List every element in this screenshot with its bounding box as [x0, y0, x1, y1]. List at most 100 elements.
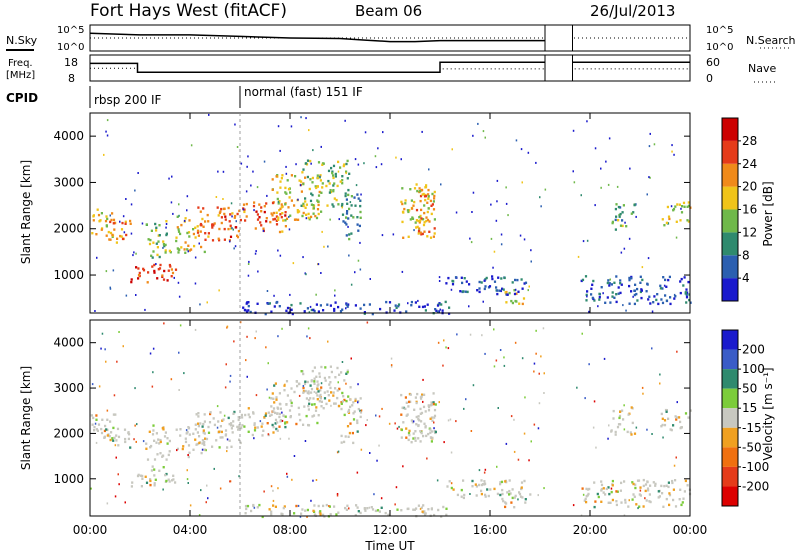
velocity-echo-cell — [270, 397, 273, 400]
power-echo-cell — [207, 232, 210, 235]
power-echo-cell — [218, 227, 221, 231]
power-noise-cell — [321, 230, 323, 233]
power-noise-cell — [519, 234, 522, 237]
power-noise-cell — [629, 167, 631, 170]
velocity-echo-cell — [334, 402, 337, 405]
power-echo-cell — [426, 218, 430, 222]
power-echo-cell — [238, 209, 241, 213]
power-noise-cell — [125, 294, 128, 297]
power-echo-cell — [347, 193, 350, 197]
power-echo-cell — [669, 302, 672, 306]
power-echo-cell — [421, 188, 424, 192]
velocity-echo-cell — [661, 492, 664, 495]
velocity-echo-cell — [219, 436, 222, 439]
power-echo-cell — [109, 238, 112, 241]
power-echo-cell — [337, 160, 340, 164]
velocity-echo-cell — [684, 412, 688, 415]
velocity-echo-cell — [445, 507, 448, 510]
velocity-echo-cell — [660, 425, 663, 428]
power-echo-cell — [149, 238, 152, 242]
power-echo-cell — [152, 250, 155, 253]
velocity-echo-cell — [323, 376, 326, 380]
power-echo-cell — [667, 278, 670, 282]
velocity-ytick-label-0: 1000 — [53, 472, 84, 486]
velocity-echo-cell — [270, 413, 273, 416]
power-echo-cell — [112, 218, 116, 222]
velocity-echo-cell — [679, 488, 682, 491]
power-echo-cell — [371, 312, 374, 316]
power-echo-cell — [422, 218, 425, 221]
power-echo-cell — [207, 220, 210, 223]
velocity-noise-cell — [433, 427, 435, 430]
power-echo-cell — [247, 301, 250, 304]
velocity-noise-cell — [170, 378, 173, 381]
velocity-echo-cell — [329, 365, 332, 368]
power-echo-cell — [229, 235, 233, 238]
velocity-noise-cell — [588, 363, 590, 366]
velocity-echo-cell — [289, 399, 292, 402]
power-echo-cell — [278, 305, 281, 308]
power-noise-cell — [646, 193, 648, 196]
velocity-echo-cell — [621, 409, 624, 412]
velocity-echo-cell — [155, 441, 158, 444]
cpid-label: CPID — [6, 91, 38, 105]
power-noise-cell — [438, 276, 441, 279]
power-echo-cell — [426, 303, 429, 306]
power-echo-cell — [363, 312, 366, 315]
velocity-echo-cell — [487, 494, 490, 498]
velocity-echo-cell — [96, 429, 99, 432]
power-echo-cell — [423, 211, 426, 215]
power-noise-cell — [673, 293, 676, 296]
power-echo-cell — [277, 216, 280, 219]
power-echo-cell — [121, 237, 125, 241]
power-echo-cell — [249, 310, 252, 314]
velocity-echo-cell — [407, 405, 410, 408]
velocity-noise-cell — [610, 487, 613, 490]
power-echo-cell — [608, 284, 611, 287]
velocity-echo-cell — [329, 513, 332, 516]
power-echo-cell — [311, 193, 314, 197]
velocity-noise-cell — [592, 426, 595, 429]
power-echo-cell — [335, 198, 338, 202]
velocity-echo-cell — [642, 478, 645, 482]
power-noise-cell — [382, 131, 384, 134]
velocity-echo-cell — [374, 509, 377, 513]
power-echo-cell — [152, 241, 155, 244]
velocity-echo-cell — [150, 444, 153, 448]
power-echo-cell — [495, 286, 498, 289]
power-noise-cell — [305, 117, 307, 120]
power-echo-cell — [669, 296, 672, 299]
velocity-noise-cell — [523, 432, 526, 435]
power-echo-cell — [247, 304, 250, 308]
velocity-echo-cell — [282, 506, 285, 510]
power-noise-cell — [649, 176, 651, 179]
power-noise-cell — [354, 271, 356, 274]
power-echo-cell — [418, 221, 421, 224]
power-echo-cell — [319, 174, 322, 177]
power-echo-cell — [679, 219, 682, 222]
power-echo-cell — [265, 202, 268, 205]
power-echo-cell — [484, 278, 487, 281]
power-echo-cell — [252, 204, 256, 208]
velocity-echo-cell — [104, 424, 107, 428]
power-echo-cell — [304, 176, 307, 179]
power-echo-cell — [363, 311, 366, 314]
velocity-echo-cell — [202, 441, 205, 445]
power-noise-cell — [334, 289, 336, 292]
velocity-echo-cell — [271, 392, 274, 395]
power-echo-cell — [297, 218, 300, 221]
velocity-echo-cell — [346, 504, 349, 507]
velocity-noise-cell — [513, 450, 516, 453]
power-echo-cell — [674, 205, 677, 208]
velocity-echo-cell — [302, 386, 305, 390]
velocity-echo-cell — [633, 432, 637, 435]
velocity-echo-cell — [359, 411, 363, 414]
power-echo-cell — [414, 221, 417, 224]
power-echo-cell — [607, 279, 610, 282]
velocity-noise-cell — [376, 459, 378, 462]
power-echo-cell — [298, 210, 301, 213]
power-echo-cell — [411, 216, 414, 219]
velocity-noise-cell — [297, 504, 300, 507]
velocity-echo-cell — [609, 501, 612, 504]
power-noise-cell — [177, 281, 180, 284]
